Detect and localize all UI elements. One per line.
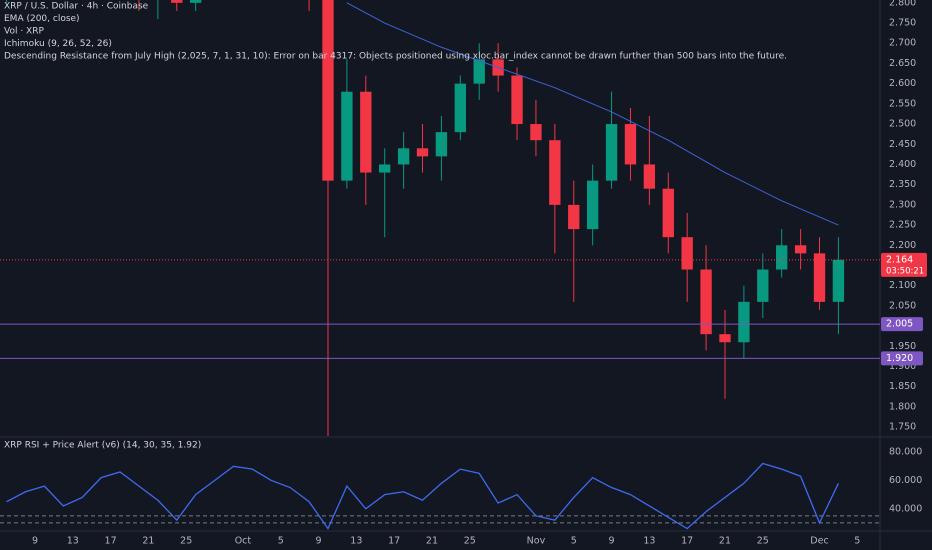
candle-body <box>341 91 353 181</box>
ema-line <box>346 2 839 226</box>
x-tick-label: 9 <box>609 536 615 547</box>
legend-item: EMA (200, close) <box>4 14 80 24</box>
candle-body <box>794 245 807 254</box>
x-tick-label: Dec <box>810 536 828 547</box>
candle-body <box>189 0 202 3</box>
y-tick-label: 2.400 <box>889 159 916 170</box>
candle-body <box>605 124 618 181</box>
y-tick-label: 2.300 <box>889 199 916 210</box>
y-tick-label: 1.750 <box>889 422 916 433</box>
candle-body <box>662 188 674 238</box>
y-tick-label: 2.800 <box>889 0 916 8</box>
y-tick-label: 2.200 <box>889 240 916 251</box>
x-tick-label: 17 <box>388 536 400 547</box>
candle-body <box>416 148 429 157</box>
y-tick-label: 1.800 <box>889 401 916 412</box>
x-tick-label: 17 <box>681 536 693 547</box>
y-tick-label: 1.900 <box>889 361 916 372</box>
y-tick-label: 80.000 <box>889 447 922 458</box>
legend-item: Ichimoku (9, 26, 52, 26) <box>4 39 112 49</box>
legend: XRP / U.S. Dollar · 4h · Coinbase EMA (20… <box>4 2 787 451</box>
rsi-line <box>6 462 839 530</box>
x-tick-label: 13 <box>643 536 655 547</box>
x-tick-label: 21 <box>426 536 438 547</box>
candle-body <box>473 59 485 84</box>
candle-body <box>681 237 693 270</box>
candle-body <box>435 132 448 157</box>
candle-body <box>757 269 769 302</box>
candle-body <box>776 245 788 270</box>
y-tick-label: 2.050 <box>889 300 916 311</box>
x-tick-label: 17 <box>105 536 117 547</box>
rsi-title: XRP RSI + Price Alert (v6) (14, 30, 35, … <box>4 441 201 451</box>
x-tick-label: 25 <box>757 536 769 547</box>
last-price-box <box>881 252 927 277</box>
x-tick-label: 9 <box>32 536 38 547</box>
x-tick-label: 5 <box>854 536 860 547</box>
y-tick-label: 40.000 <box>889 503 922 514</box>
candle-body <box>322 0 334 181</box>
x-tick-label: 25 <box>180 536 192 547</box>
candle-body <box>379 164 391 173</box>
candle-body <box>549 140 561 205</box>
candle-body <box>511 75 523 125</box>
price-label-box <box>881 317 923 332</box>
x-tick-label: 13 <box>350 536 362 547</box>
candle-body <box>568 204 580 230</box>
candle-body <box>832 259 845 302</box>
y-tick-label: 2.750 <box>889 18 916 29</box>
countdown: 03:50:21 <box>886 266 924 276</box>
candle-body <box>700 269 712 335</box>
x-tick-label: Nov <box>527 536 546 547</box>
x-tick-label: Oct <box>235 536 252 547</box>
y-tick-label: 2.600 <box>889 78 916 89</box>
x-tick-label: 21 <box>142 536 154 547</box>
price-label: 2.005 <box>886 319 913 330</box>
x-tick-label: 25 <box>464 536 476 547</box>
y-tick-label: 2.650 <box>889 58 916 69</box>
x-tick-label: 5 <box>571 536 577 547</box>
candle-body <box>738 301 750 343</box>
x-tick-label: 5 <box>278 536 284 547</box>
y-tick-label: 2.550 <box>889 98 916 109</box>
candle-body <box>360 91 372 173</box>
candle-body <box>624 124 637 165</box>
legend-item: Vol · XRP <box>4 27 44 37</box>
candle-body <box>813 253 826 302</box>
last-price-label: 2.164 <box>886 254 913 265</box>
y-tick-label: 2.250 <box>889 220 916 231</box>
price-pane <box>0 0 880 436</box>
candle-body <box>719 334 731 343</box>
candle-body <box>171 0 183 3</box>
axes: 2.800 2.750 2.700 2.650 2.600 2.550 2.500 2.450… <box>32 0 927 547</box>
y-tick-label: 1.850 <box>889 381 916 392</box>
legend-item: Descending Resistance from July High (2,… <box>4 52 787 62</box>
x-tick-label: 13 <box>67 536 79 547</box>
x-tick-label: 9 <box>316 536 322 547</box>
x-tick-label: 21 <box>719 536 731 547</box>
y-tick-label: 2.450 <box>889 139 916 150</box>
candle-body <box>530 124 542 141</box>
candle-body <box>643 164 656 189</box>
y-tick-label: 2.700 <box>889 38 916 49</box>
price-label: 1.920 <box>886 353 913 364</box>
y-tick-label: 2.350 <box>889 179 916 190</box>
candle-body <box>397 148 410 165</box>
y-tick-label: 1.950 <box>889 341 916 352</box>
y-tick-label: 2.500 <box>889 119 916 130</box>
legend-item: XRP / U.S. Dollar · 4h · Coinbase <box>4 2 149 12</box>
candle-body <box>454 83 466 133</box>
rsi-pane <box>0 462 880 530</box>
y-tick-label: 2.100 <box>889 280 916 291</box>
price-label-box <box>881 351 923 366</box>
y-tick-label: 60.000 <box>889 475 922 486</box>
candle-body <box>586 180 599 230</box>
